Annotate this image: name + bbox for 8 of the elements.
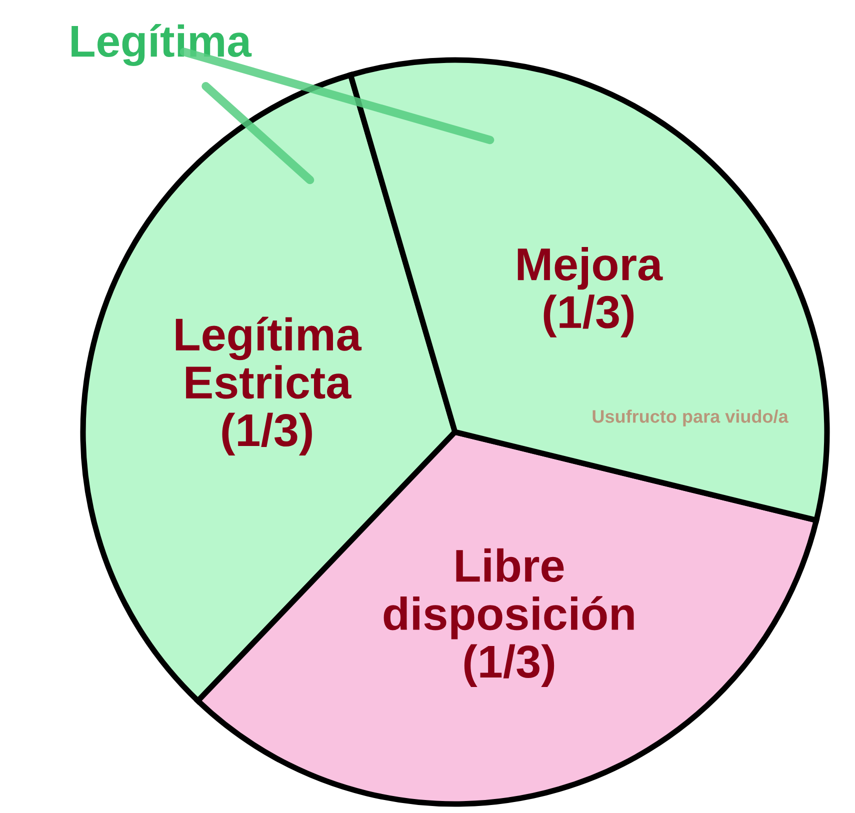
- data-label: (1/3): [222, 412, 312, 456]
- slice-label: Legítima Estricta: [176, 316, 362, 399]
- data-label: (1/3): [544, 294, 634, 338]
- slice-label: Libre disposición: [384, 548, 634, 640]
- text: Legítima: [72, 24, 252, 66]
- text: Usufructo para viudo/a: [592, 410, 788, 426]
- data-label: (1/3): [464, 644, 554, 687]
- slice-label: Mejora: [518, 246, 663, 290]
